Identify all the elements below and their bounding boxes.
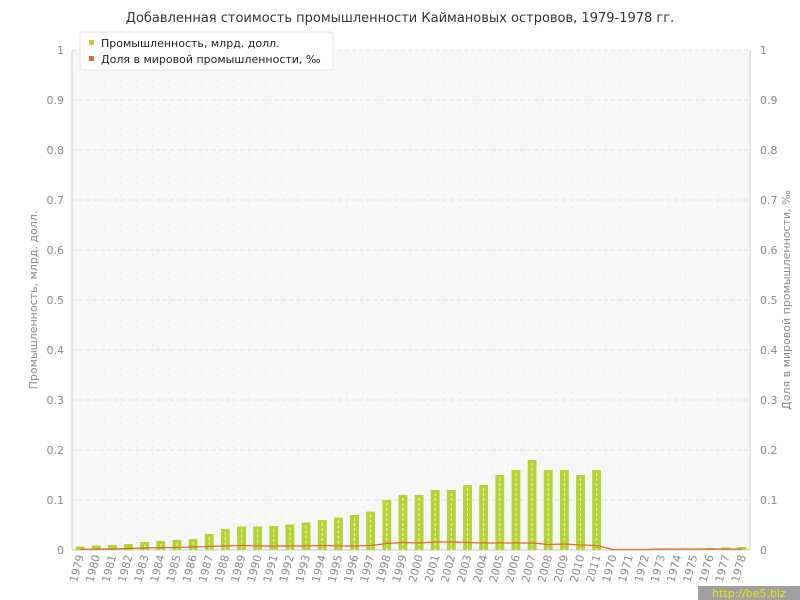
y-tick-label-right: 0.7 [760, 194, 778, 207]
y-tick-label-right: 0.3 [760, 394, 778, 407]
y-tick-label-right: 0.5 [760, 294, 778, 307]
bar [269, 526, 279, 550]
y-tick-label-left: 0.1 [47, 494, 65, 507]
y-tick-label-right: 0 [760, 544, 767, 557]
legend-swatch-share [89, 56, 94, 61]
bar [124, 544, 133, 550]
bar [576, 475, 585, 550]
y-tick-label-left: 0 [57, 544, 64, 557]
line-path [80, 541, 742, 551]
y-tick-label-right: 1 [760, 44, 767, 57]
bar [463, 485, 472, 550]
legend: Промышленность, млрд. долл. Доля в миров… [79, 31, 334, 71]
y-tick-label-right: 0.9 [760, 94, 778, 107]
y-axis-left: 0 0.1 0.2 0.3 0.4 0.5 0.6 0.7 0.8 0.9 1 [47, 44, 65, 557]
y-tick-label-left: 0.9 [47, 94, 65, 107]
y-tick-label-left: 1 [57, 44, 64, 57]
y-tick-label-right: 0.2 [760, 444, 778, 457]
bar [91, 545, 101, 550]
y-tick-label-left: 0.2 [47, 444, 65, 457]
y-tick-label-left: 0.5 [47, 294, 65, 307]
bar [285, 524, 295, 550]
watermark: http://be5.biz [698, 586, 800, 600]
y-tick-label-right: 0.8 [760, 144, 778, 157]
chart-title: Добавленная стоимость промышленности Кай… [126, 11, 674, 26]
bar-series-industry [75, 460, 747, 550]
y-axis-left-label: Промышленность, млрд. долл. [27, 211, 40, 390]
bar [414, 495, 424, 550]
y-axis-right-label: Доля в мировой промышленности, ‰ [780, 190, 793, 410]
y-tick-label-left: 0.3 [47, 394, 65, 407]
y-tick-label-left: 0.4 [47, 344, 65, 357]
bar [398, 495, 408, 550]
y-tick-label-right: 0.4 [760, 344, 778, 357]
y-tick-label-left: 0.8 [47, 144, 65, 157]
bar [495, 475, 505, 550]
watermark-bg [698, 586, 800, 600]
watermark-text: http://be5.biz [712, 587, 786, 600]
y-tick-label-right: 0.6 [760, 244, 778, 257]
bar [253, 526, 263, 550]
legend-swatch-industry [89, 40, 94, 45]
x-axis: 1979198019811982198319841985198619871988… [67, 553, 749, 583]
legend-label-industry: Промышленность, млрд. долл. [101, 37, 280, 50]
y-tick-label-left: 0.7 [47, 194, 65, 207]
bar [237, 526, 246, 550]
legend-label-share: Доля в мировой промышленности, ‰ [101, 53, 321, 66]
bar [107, 545, 117, 550]
bar [737, 547, 747, 550]
bar [333, 517, 343, 550]
bar [75, 546, 85, 550]
y-tick-label-left: 0.6 [47, 244, 65, 257]
y-tick-label-right: 0.1 [760, 494, 778, 507]
legend-box [79, 31, 334, 71]
y-axis-right: 0 0.1 0.2 0.3 0.4 0.5 0.6 0.7 0.8 0.9 1 [760, 44, 778, 557]
bar [350, 515, 359, 550]
line-series-share [80, 541, 742, 551]
bar [479, 485, 489, 550]
